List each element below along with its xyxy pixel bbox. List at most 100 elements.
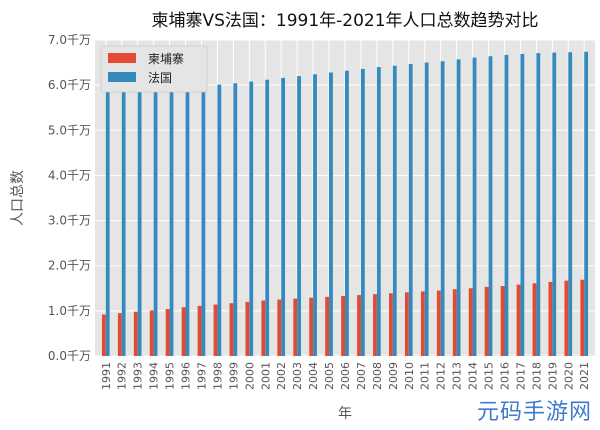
x-tick-label: 2004: [307, 362, 320, 390]
x-tick-label: 1993: [132, 362, 145, 390]
bar-cambodia-1997: [197, 305, 202, 356]
bar-france-1995: [169, 88, 174, 356]
bar-cambodia-1998: [213, 304, 218, 356]
bar-france-1996: [185, 87, 190, 357]
bar-france-2007: [360, 68, 365, 357]
x-tick-label: 1995: [164, 362, 177, 390]
chart-title: 柬埔寨VS法国：1991年-2021年人口总数趋势对比: [151, 11, 538, 31]
x-tick-label: 1998: [211, 362, 224, 390]
bar-france-2020: [568, 52, 573, 357]
bar-cambodia-2015: [484, 286, 489, 356]
legend-swatch-france: [108, 72, 136, 82]
bar-france-2006: [345, 70, 349, 356]
bar-cambodia-2000: [245, 301, 250, 356]
x-tick-label: 1992: [116, 362, 129, 390]
bars: [101, 51, 589, 357]
bar-france-1992: [121, 90, 126, 356]
y-tick-label: 1.0千万: [48, 304, 91, 318]
bar-cambodia-2002: [277, 299, 282, 356]
x-tick-label: 2005: [323, 362, 336, 390]
watermark: 元码手游网: [476, 400, 592, 425]
bar-france-2002: [281, 77, 286, 357]
bar-france-1997: [201, 86, 206, 356]
x-tick-label: 2008: [371, 362, 384, 390]
bar-france-2011: [424, 62, 429, 356]
legend-label-cambodia: 柬埔寨: [148, 51, 184, 66]
bar-cambodia-1992: [117, 313, 122, 356]
bar-france-2019: [552, 52, 557, 356]
x-tick-label: 2019: [546, 362, 559, 390]
x-tick-label: 2018: [530, 362, 543, 390]
x-tick-label: 2007: [355, 362, 368, 390]
bar-cambodia-2021: [580, 279, 585, 356]
x-tick-label: 2016: [498, 362, 511, 390]
bar-cambodia-1991: [101, 314, 106, 356]
bar-france-2004: [313, 74, 317, 357]
bar-cambodia-1995: [165, 309, 170, 356]
bar-cambodia-2009: [389, 293, 393, 356]
bar-france-2014: [472, 57, 477, 356]
bar-france-2016: [504, 54, 509, 356]
x-tick-label: 1999: [227, 362, 240, 390]
x-tick-label: 2015: [483, 362, 496, 390]
bar-cambodia-2007: [357, 295, 361, 356]
bar-france-2000: [249, 81, 254, 356]
y-tick-label: 2.0千万: [48, 259, 91, 273]
x-tick-label: 2021: [578, 362, 591, 390]
y-tick-label: 6.0千万: [48, 78, 91, 92]
y-tick-label: 0.0千万: [48, 349, 91, 363]
y-tick-label: 5.0千万: [48, 123, 91, 137]
bar-cambodia-2010: [404, 292, 409, 356]
y-tick-label: 3.0千万: [48, 214, 91, 228]
bar-cambodia-2017: [516, 284, 521, 356]
legend-swatch-cambodia: [108, 53, 136, 63]
x-tick-label: 2011: [419, 362, 432, 390]
x-tick-label: 1991: [100, 362, 113, 390]
bar-cambodia-2019: [548, 281, 553, 356]
bar-cambodia-2012: [436, 290, 441, 356]
y-tick-label: 4.0千万: [48, 168, 91, 182]
x-tick-label: 1994: [148, 362, 161, 390]
x-tick-label: 2002: [275, 362, 288, 390]
bar-cambodia-1996: [181, 307, 186, 356]
x-tick-label: 2001: [259, 362, 272, 390]
bar-cambodia-1999: [229, 303, 234, 356]
bar-france-2003: [297, 76, 301, 356]
bar-france-2017: [520, 53, 525, 356]
bar-france-2018: [536, 53, 541, 356]
bar-cambodia-2001: [261, 300, 266, 356]
y-tick-label: 7.0千万: [48, 33, 91, 47]
legend-label-france: 法国: [148, 71, 172, 85]
bar-france-2009: [392, 65, 397, 356]
x-tick-label: 2013: [451, 362, 464, 390]
bar-cambodia-1994: [149, 310, 154, 356]
bar-france-1994: [153, 89, 158, 356]
bar-france-2010: [408, 63, 413, 356]
x-tick-label: 2000: [243, 362, 256, 390]
bar-france-1998: [217, 84, 222, 356]
bar-cambodia-2016: [500, 286, 505, 356]
bar-france-2015: [488, 56, 493, 356]
bar-cambodia-2005: [325, 296, 330, 356]
y-axis-ticks: 0.0千万 1.0千万 2.0千万 3.0千万 4.0千万 5.0千万 6.0千万 7.0千万: [48, 33, 91, 363]
x-tick-label: 2006: [339, 362, 352, 390]
bar-cambodia-2013: [452, 289, 457, 356]
y-axis-label: 人口总数: [10, 170, 26, 226]
x-tick-label: 2003: [291, 362, 304, 390]
bar-cambodia-2014: [468, 288, 473, 356]
x-tick-label: 2012: [435, 362, 448, 390]
bar-france-2008: [376, 67, 381, 356]
x-tick-label: 2009: [387, 362, 400, 390]
bar-cambodia-2018: [532, 283, 537, 356]
bar-france-2013: [456, 59, 461, 356]
x-axis-ticks: 1991 1992 1993 1994 1995 1996 1997 1998 1999 2000…: [100, 362, 591, 390]
bar-cambodia-2020: [564, 280, 569, 356]
x-tick-label: 2017: [514, 362, 527, 390]
bar-cambodia-2011: [420, 291, 425, 356]
bar-france-2012: [440, 61, 445, 357]
bar-france-1999: [233, 83, 238, 356]
bar-cambodia-2003: [293, 298, 298, 356]
x-tick-label: 1996: [180, 362, 193, 390]
x-axis-label: 年: [338, 406, 352, 422]
